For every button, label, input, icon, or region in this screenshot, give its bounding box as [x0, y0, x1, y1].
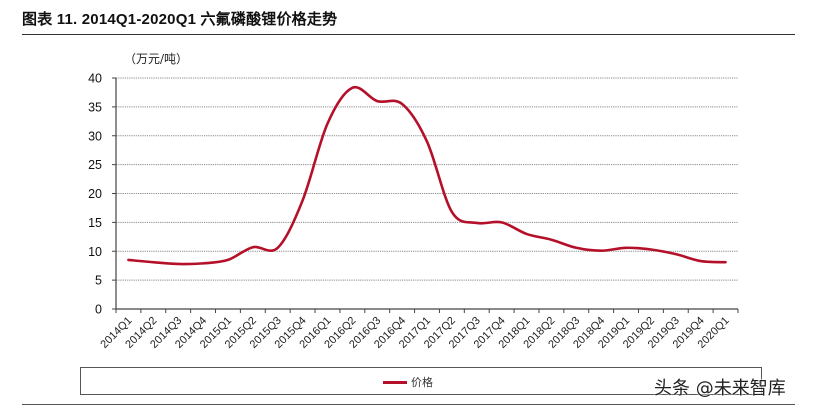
y-tick-label: 20: [88, 187, 102, 201]
y-axis-unit-label: （万元/吨）: [124, 52, 189, 66]
legend-item-price: 价格: [383, 374, 433, 390]
y-tick-label: 35: [88, 100, 102, 114]
legend: 价格: [80, 367, 762, 395]
x-axis-ticks: 2014Q12014Q22014Q32014Q42015Q12015Q22015…: [98, 309, 739, 351]
y-tick-label: 5: [95, 274, 102, 288]
y-tick-label: 30: [88, 129, 102, 143]
y-tick-label: 40: [88, 72, 102, 86]
title-divider: [22, 34, 795, 35]
legend-label: 价格: [411, 376, 433, 389]
price-line: [127, 85, 727, 266]
gridlines: [116, 77, 738, 281]
y-tick-label: 10: [88, 245, 102, 259]
bottom-divider: [22, 404, 795, 405]
y-tick-label: 0: [95, 303, 102, 317]
figure-title: 图表 11. 2014Q1-2020Q1 六氟磷酸锂价格走势: [22, 11, 338, 28]
watermark: 头条 @未来智库: [654, 378, 786, 399]
legend-swatch: [383, 380, 407, 384]
y-tick-label: 25: [88, 158, 102, 172]
y-tick-label: 15: [88, 216, 102, 230]
y-axis-ticks: 0 5 10 15 20 25 30 35 40: [88, 72, 116, 317]
axes: [115, 78, 738, 310]
